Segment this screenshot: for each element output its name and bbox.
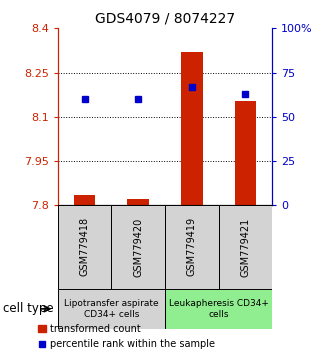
Text: cell type: cell type bbox=[3, 302, 54, 315]
Bar bbox=[112, 205, 165, 289]
Bar bbox=[181, 52, 203, 205]
Bar bbox=[165, 205, 218, 289]
Title: GDS4079 / 8074227: GDS4079 / 8074227 bbox=[95, 12, 235, 26]
Bar bbox=[165, 289, 272, 329]
Text: Lipotransfer aspirate
CD34+ cells: Lipotransfer aspirate CD34+ cells bbox=[64, 299, 159, 319]
Bar bbox=[235, 101, 256, 205]
Text: GSM779419: GSM779419 bbox=[187, 217, 197, 276]
Bar bbox=[127, 199, 149, 205]
Text: GSM779420: GSM779420 bbox=[133, 217, 143, 276]
Bar bbox=[74, 195, 95, 205]
Text: GSM779421: GSM779421 bbox=[241, 217, 250, 276]
Legend: transformed count, percentile rank within the sample: transformed count, percentile rank withi… bbox=[38, 324, 214, 349]
Bar bbox=[218, 205, 272, 289]
Bar bbox=[58, 289, 165, 329]
Text: GSM779418: GSM779418 bbox=[80, 217, 89, 276]
Text: Leukapheresis CD34+
cells: Leukapheresis CD34+ cells bbox=[169, 299, 269, 319]
Bar bbox=[58, 205, 112, 289]
